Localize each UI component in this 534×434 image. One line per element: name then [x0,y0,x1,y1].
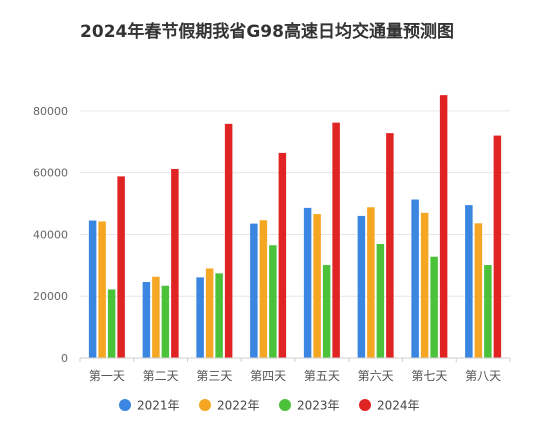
bar-2022年-第六天 [367,207,375,358]
legend-item: 2021年 [119,399,180,413]
x-tick-label: 第七天 [411,369,447,383]
bar-2023年-第三天 [215,273,223,358]
bar-2024年-第五天 [332,122,340,358]
y-tick-label: 20000 [33,290,68,303]
bar-2023年-第二天 [161,285,170,358]
bar-2022年-第二天 [152,276,160,358]
y-tick-label: 60000 [33,167,68,180]
legend-marker [119,399,131,411]
legend-label: 2022年 [217,399,260,413]
x-tick-label: 第六天 [358,369,394,383]
x-tick-label: 第五天 [304,369,340,383]
bar-2021年-第四天 [250,223,258,358]
bar-2024年-第二天 [171,168,179,358]
grid-lines [80,110,510,297]
legend-label: 2021年 [137,399,180,413]
bar-2021年-第五天 [303,207,312,358]
y-tick-label: 40000 [33,228,68,241]
bar-2022年-第七天 [420,212,429,358]
legend-item: 2022年 [199,399,260,413]
x-tick-label: 第八天 [465,369,501,383]
bar-2024年-第四天 [278,152,287,358]
legend-marker [359,399,371,411]
bar-2024年-第八天 [493,135,502,358]
bar-2021年-第三天 [196,277,204,358]
legend-marker [279,399,291,411]
bar-2021年-第六天 [357,215,366,358]
x-tick-label: 第二天 [143,369,179,383]
bar-2022年-第一天 [98,221,106,358]
bar-2021年-第七天 [411,199,419,358]
y-tick-label: 0 [61,352,68,365]
bar-2023年-第八天 [484,265,492,358]
bars [88,95,502,359]
legend: 2021年 2022年 2023年 2024年 [119,399,420,413]
legend-label: 2024年 [377,399,420,413]
x-axis: 第一天 第二天 第三天 第四天 第五天 第六天 第七天 第八天 [79,357,511,383]
chart-title: 2024年春节假期我省G98高速日均交通量预测图 [80,21,454,42]
bar-2021年-第二天 [142,282,151,358]
bar-2022年-第四天 [259,220,268,358]
bar-2024年-第一天 [117,176,125,358]
legend-item: 2024年 [359,399,420,413]
bar-2023年-第四天 [269,245,277,358]
bar-2022年-第八天 [474,223,483,358]
x-tick-label: 第四天 [250,369,286,383]
bar-2022年-第五天 [313,214,321,358]
legend-marker [199,399,211,411]
bar-2024年-第六天 [386,133,394,358]
legend-label: 2023年 [297,399,340,413]
bar-2023年-第五天 [322,265,331,358]
y-axis-ticks: 0 20000 40000 60000 80000 [33,105,68,365]
bar-2024年-第三天 [224,123,233,359]
bar-2023年-第六天 [376,244,385,358]
bar-2023年-第七天 [430,256,438,358]
bar-2021年-第八天 [465,205,473,358]
bar-2022年-第三天 [205,268,214,358]
x-tick-label: 第三天 [196,369,232,383]
y-tick-label: 80000 [33,105,68,118]
bar-2023年-第一天 [107,289,116,358]
legend-item: 2023年 [279,399,340,413]
bar-2021年-第一天 [88,220,97,358]
bar-2024年-第七天 [439,95,448,358]
x-tick-label: 第一天 [89,369,125,383]
